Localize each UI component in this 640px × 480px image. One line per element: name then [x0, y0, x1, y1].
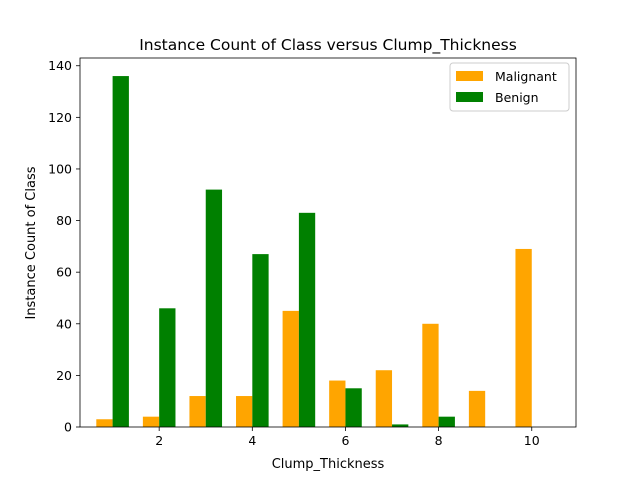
y-tick-label-0: 0 — [64, 420, 72, 435]
y-tick-label-100: 100 — [48, 161, 72, 176]
chart-title: Instance Count of Class versus Clump_Thi… — [139, 36, 517, 55]
x-tick-label-6: 6 — [341, 433, 349, 448]
y-tick-label-140: 140 — [48, 58, 72, 73]
bar-benign-8 — [438, 416, 455, 427]
bar-malignant-4 — [236, 396, 253, 427]
bar-malignant-8 — [422, 323, 439, 427]
bar-malignant-2 — [142, 416, 160, 427]
legend-swatch-benign — [456, 92, 483, 102]
bar-malignant-3 — [189, 396, 206, 427]
bar-malignant-6 — [329, 380, 346, 427]
plot-frame — [79, 57, 577, 428]
legend-label-malignant: Malignant — [495, 69, 557, 84]
y-tick-label-80: 80 — [56, 213, 72, 228]
x-tick-label-2: 2 — [155, 433, 163, 448]
y-axis-label: Instance Count of Class — [24, 166, 39, 319]
bar-benign-7 — [392, 424, 409, 427]
x-tick-label-8: 8 — [435, 433, 443, 448]
bar-benign-4 — [252, 254, 269, 427]
bar-benign-3 — [205, 189, 223, 427]
bar-malignant-10 — [515, 248, 532, 427]
bar-malignant-9 — [468, 390, 486, 427]
y-tick-label-40: 40 — [56, 316, 72, 331]
bar-malignant-1 — [96, 419, 113, 427]
legend: Malignant Benign — [449, 62, 570, 112]
bar-benign-6 — [345, 388, 362, 427]
bar-benign-5 — [298, 212, 316, 427]
y-tick-label-120: 120 — [48, 110, 72, 125]
x-tick-label-10: 10 — [524, 433, 540, 448]
y-tick-label-60: 60 — [56, 265, 72, 280]
x-tick-label-4: 4 — [248, 433, 256, 448]
bars — [96, 76, 532, 428]
legend-label-benign: Benign — [495, 90, 539, 105]
bar-benign-1 — [112, 76, 129, 428]
bar-benign-2 — [159, 308, 176, 427]
bar-malignant-5 — [282, 310, 299, 427]
bar-malignant-7 — [375, 370, 393, 427]
legend-swatch-malignant — [456, 71, 483, 81]
x-axis-label: Clump_Thickness — [272, 457, 385, 472]
y-tick-label-20: 20 — [56, 368, 72, 383]
